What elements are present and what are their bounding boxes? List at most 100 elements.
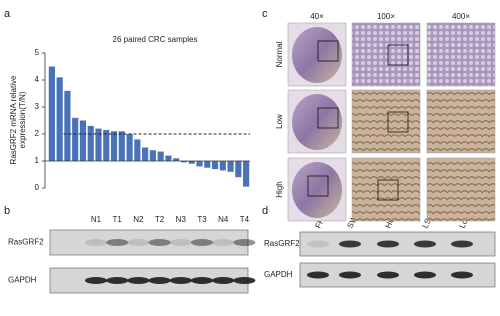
bar bbox=[227, 161, 234, 172]
y-tick-label: 1 bbox=[35, 156, 40, 165]
bar bbox=[165, 155, 172, 161]
bar bbox=[87, 125, 94, 161]
bar bbox=[48, 66, 55, 161]
y-axis-label: RasGRF2 mRNA relative bbox=[9, 75, 18, 164]
band bbox=[191, 277, 213, 284]
micrograph bbox=[351, 22, 421, 87]
band bbox=[377, 240, 399, 248]
zoom-box bbox=[307, 175, 329, 197]
row-label: RasGRF2 bbox=[264, 239, 300, 248]
y-tick-label: 0 bbox=[35, 183, 40, 192]
bar bbox=[118, 131, 125, 161]
band bbox=[212, 277, 235, 284]
chart-title: 26 paired CRC samples bbox=[113, 35, 198, 44]
band bbox=[233, 277, 256, 284]
band bbox=[85, 239, 107, 246]
bar bbox=[188, 161, 195, 164]
zoom-box bbox=[317, 107, 339, 129]
bar bbox=[149, 150, 156, 161]
band bbox=[106, 239, 129, 246]
bar bbox=[64, 90, 71, 161]
band bbox=[212, 239, 235, 246]
band bbox=[106, 277, 129, 284]
row-label: RasGRF2 bbox=[8, 238, 44, 247]
band bbox=[377, 271, 399, 279]
bar bbox=[204, 161, 211, 168]
band bbox=[451, 271, 473, 279]
bar bbox=[95, 128, 102, 161]
panel-label: c bbox=[262, 8, 268, 20]
bar bbox=[56, 77, 63, 161]
band bbox=[169, 277, 192, 284]
bar bbox=[157, 151, 164, 161]
lane-label: T4 bbox=[240, 215, 250, 224]
bar bbox=[142, 147, 149, 161]
bar bbox=[211, 161, 219, 170]
row-label: GAPDH bbox=[8, 276, 37, 285]
band bbox=[148, 239, 171, 246]
zoom-box bbox=[387, 111, 409, 133]
micrograph bbox=[351, 89, 421, 154]
band bbox=[414, 240, 436, 248]
band bbox=[339, 240, 361, 248]
micrograph bbox=[351, 157, 421, 222]
column-header: 100× bbox=[377, 12, 395, 21]
band bbox=[127, 239, 150, 246]
bar bbox=[72, 117, 79, 161]
bar bbox=[103, 129, 110, 161]
band bbox=[233, 239, 256, 246]
row-label: Normal bbox=[275, 41, 284, 67]
tissue bbox=[292, 162, 342, 218]
bar bbox=[173, 158, 180, 161]
band bbox=[191, 239, 213, 246]
blot-strip bbox=[49, 229, 249, 256]
zoom-box bbox=[377, 179, 399, 201]
tissue bbox=[292, 94, 342, 150]
band bbox=[307, 271, 329, 279]
micrograph bbox=[426, 157, 496, 222]
lane-label: N3 bbox=[176, 215, 187, 224]
lane-label: N1 bbox=[91, 215, 102, 224]
bar bbox=[196, 161, 203, 167]
row-label: High bbox=[275, 181, 284, 197]
row-label: Low bbox=[275, 114, 284, 129]
lane-label: T2 bbox=[155, 215, 165, 224]
band bbox=[339, 271, 361, 279]
band bbox=[307, 240, 329, 248]
bar bbox=[110, 131, 118, 161]
y-tick-label: 3 bbox=[35, 102, 40, 111]
zoom-box bbox=[317, 40, 339, 62]
band bbox=[169, 239, 192, 246]
bar bbox=[126, 134, 133, 161]
band bbox=[414, 271, 436, 279]
band bbox=[127, 277, 150, 284]
lane-label: T1 bbox=[113, 215, 123, 224]
panel-label: a bbox=[4, 8, 11, 20]
zoom-box bbox=[387, 44, 409, 66]
y-axis-label: expression(T/N) bbox=[18, 91, 27, 148]
bar bbox=[134, 139, 141, 161]
tissue bbox=[292, 27, 342, 83]
band bbox=[451, 240, 473, 248]
band bbox=[85, 277, 107, 284]
row-label: GAPDH bbox=[264, 270, 293, 279]
bar bbox=[219, 161, 226, 171]
panel-label: b bbox=[4, 205, 10, 217]
panel-label: d bbox=[262, 205, 268, 217]
bar bbox=[235, 161, 242, 178]
lane-label: N2 bbox=[133, 215, 144, 224]
micrograph bbox=[426, 22, 496, 87]
lane-label: T3 bbox=[197, 215, 207, 224]
bar bbox=[180, 161, 188, 163]
y-tick-label: 5 bbox=[35, 48, 40, 57]
bar bbox=[243, 161, 250, 187]
y-tick-label: 4 bbox=[35, 75, 40, 84]
column-header: 40× bbox=[310, 12, 324, 21]
bar bbox=[79, 120, 87, 161]
lane-label: N4 bbox=[218, 215, 229, 224]
y-tick-label: 2 bbox=[35, 129, 40, 138]
band bbox=[148, 277, 171, 284]
column-header: 400× bbox=[452, 12, 470, 21]
micrograph bbox=[426, 89, 496, 154]
